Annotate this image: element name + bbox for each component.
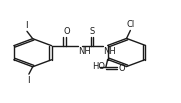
Text: O: O: [118, 64, 125, 73]
Text: S: S: [89, 27, 94, 36]
Text: NH: NH: [78, 47, 91, 56]
Text: HO: HO: [92, 62, 105, 71]
Text: NH: NH: [104, 47, 116, 56]
Text: O: O: [63, 27, 70, 36]
Text: Cl: Cl: [127, 20, 135, 29]
Text: I: I: [27, 76, 30, 85]
Text: I: I: [25, 21, 28, 30]
